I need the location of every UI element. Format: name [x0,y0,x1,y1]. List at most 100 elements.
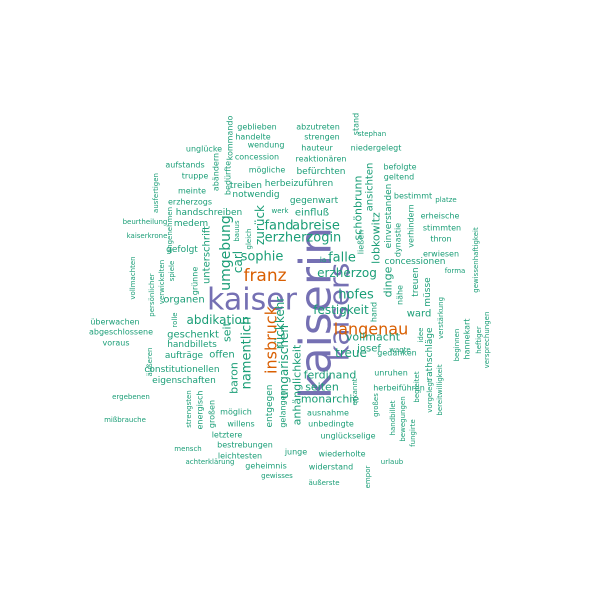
word-86: werk [272,207,290,215]
word-94: vollmachten [129,256,137,299]
word-99: grünne [191,267,200,296]
word-91: kaiserkrone [127,232,168,240]
word-1: kaiser [207,283,298,318]
word-150: la [320,256,326,264]
word-147: großes [372,393,380,417]
word-46: erzherzogs [168,198,212,207]
word-20: treue [335,346,367,360]
word-53: kommando [226,116,235,161]
word-95: persönlicher [148,273,156,316]
word-82: dynastie [394,223,403,257]
word-139: heftiger [475,326,483,354]
word-45: gefolgt [166,245,198,255]
word-25: lobkowitz [370,212,383,264]
word-42: eigenschaften [152,376,216,386]
word-124: unglückselige [320,432,375,441]
word-83: verhindern [407,204,416,247]
word-126: ausnahme [307,409,349,418]
word-11: falle [328,251,356,266]
word-119: wiederholte [318,450,365,459]
word-3: franz [243,266,286,286]
word-134: nähe [396,285,405,305]
word-18: ungarischen [277,325,291,399]
word-23: josef [356,344,381,355]
word-41: constitutionellen [144,365,219,375]
word-110: willens [227,420,254,429]
word-148: erkannt [351,378,359,405]
word-12: hofes [338,288,374,303]
word-129: unruhen [374,369,408,378]
word-59: abzutreten [296,123,340,132]
word-4: langenau [334,320,408,339]
word-101: abgeschlossene [89,328,153,337]
word-44: medem [174,219,208,229]
word-151: entgegen [265,385,275,428]
word-115: achterklärung [186,458,235,466]
word-8: erzherzogin [265,231,342,246]
word-60: strengen [304,133,339,142]
word-43: handschreiben [176,208,242,218]
word-63: stand [352,113,361,135]
word-65: niedergelegt [351,144,402,153]
word-80: ansichten [365,163,376,212]
word-32: offen [209,350,235,361]
word-58: mögliche [249,166,286,175]
word-100: überwachen [90,318,139,327]
word-113: mensch [174,445,202,453]
word-88: gleich [245,229,253,250]
word-6: umgebung [218,215,234,291]
word-130: wagte [389,346,411,354]
word-67: geltend [384,173,414,182]
word-135: müsse [423,277,433,307]
word-27: carl [231,251,245,273]
word-70: erheische [421,212,460,221]
word-0: kaiserin [291,227,342,399]
word-55: handelte [235,133,270,142]
word-31: anhänglichkeit [291,344,304,425]
word-89: ließen [357,230,366,254]
word-146: handbillet [389,400,397,435]
word-48: truppe [182,172,209,181]
word-90: beurtheilung [123,218,168,226]
word-131: rathschläge [425,327,435,381]
word-29: monarchie [301,393,360,406]
word-30: baron [228,362,241,394]
word-108: großen [208,400,217,428]
word-75: gewissenhaftigkeit [472,227,480,293]
word-47: meinte [178,187,206,196]
word-21: vollmacht [346,331,401,344]
word-39: handbillets [167,340,217,350]
word-26: dinge [382,266,395,297]
word-145: bewegungen [399,396,407,441]
word-56: wendung [248,141,285,150]
word-111: letztere [212,431,243,440]
word-136: verstärkung [437,297,445,339]
word-37: organen [163,295,204,306]
word-96: verwickelten [158,260,166,304]
word-54: geblieben [237,123,277,132]
word-33: seit [221,321,234,342]
word-62: reaktionären [296,155,347,164]
word-28: seiten [305,381,339,394]
word-73: erwiesen [423,250,459,259]
word-69: platze [435,196,456,204]
word-98: rolle [171,312,179,327]
word-103: äußeren [146,348,154,377]
word-107: energisch [196,391,205,430]
word-127: herbeiführen [373,384,425,393]
word-72: thron [430,235,451,244]
word-85: einfluß [295,208,329,219]
word-50: unglücke [186,145,222,154]
word-76: treiben [230,181,262,191]
word-51: abändern [212,153,221,191]
word-123: urlaub [381,458,404,466]
word-112: bestrebungen [217,441,273,450]
word-2: kaisers [323,263,356,362]
word-38: geschenkt [167,330,219,341]
word-15: namentlich [240,317,255,390]
word-137: hannekart [463,319,472,360]
word-97: spiele [168,261,176,282]
word-7: sophie [241,250,284,265]
